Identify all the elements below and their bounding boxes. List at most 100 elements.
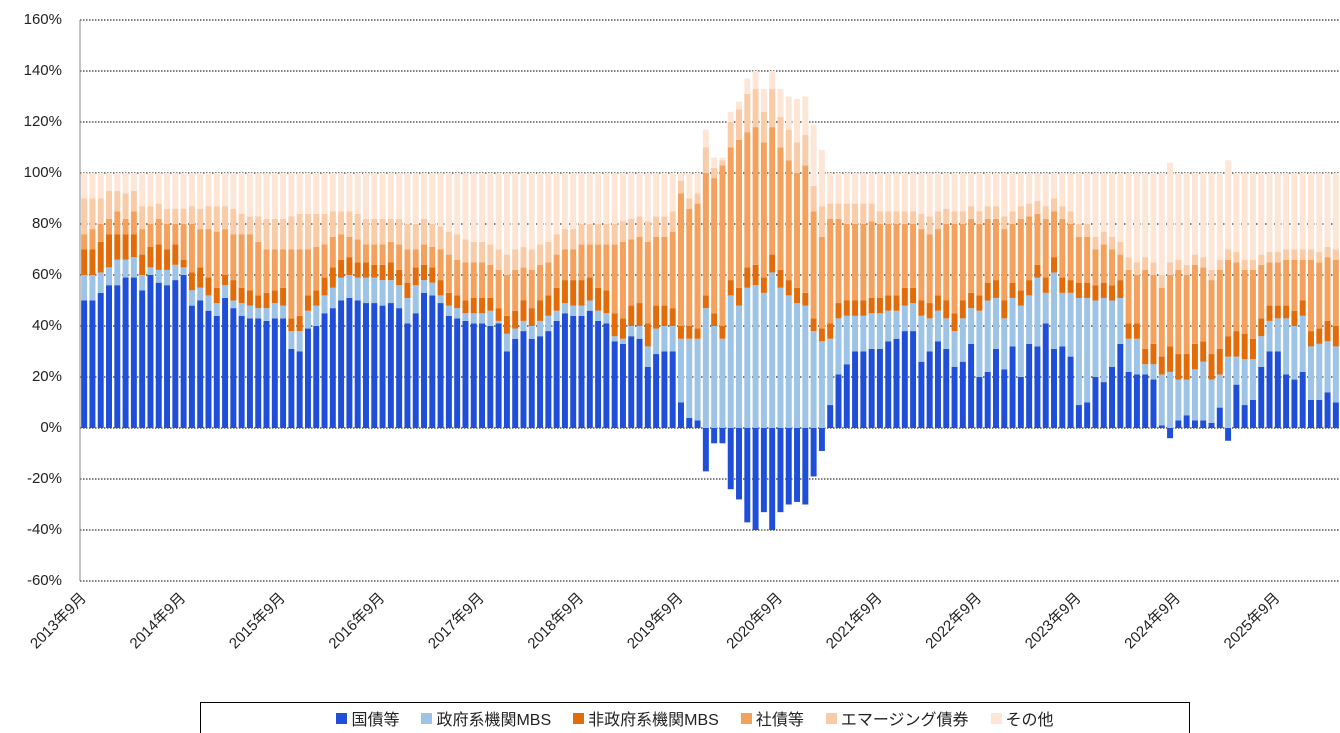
- bar-segment: [893, 211, 900, 224]
- bar-segment: [246, 290, 253, 306]
- bar-segment: [246, 173, 253, 217]
- bar-segment: [736, 109, 742, 140]
- bar-segment: [1258, 254, 1265, 265]
- bar-segment: [578, 173, 585, 224]
- bar-segment: [893, 173, 900, 212]
- bar-segment: [1092, 285, 1099, 301]
- bar-segment: [528, 326, 535, 339]
- bar-segment: [603, 224, 610, 245]
- bar-segment: [1034, 173, 1041, 202]
- bar-segment: [445, 254, 452, 293]
- bar-segment: [437, 173, 444, 227]
- bar-segment: [172, 244, 179, 265]
- bar-segment: [445, 315, 452, 428]
- bar-segment: [744, 267, 751, 288]
- bar-segment: [777, 147, 784, 270]
- bar-segment: [396, 218, 403, 245]
- bar-segment: [1299, 173, 1306, 250]
- bar-segment: [1200, 173, 1207, 258]
- y-tick-label: 100%: [24, 164, 62, 181]
- bar-segment: [1316, 262, 1323, 329]
- bar-segment: [1100, 244, 1107, 283]
- bar-segment: [296, 173, 303, 214]
- bar-segment: [951, 331, 958, 367]
- bar-segment: [653, 173, 660, 217]
- bar-segment: [736, 305, 742, 428]
- bar-segment: [794, 142, 801, 173]
- bar-segment: [1316, 173, 1323, 253]
- bar-segment: [727, 295, 734, 428]
- bar-segment: [1009, 173, 1016, 212]
- bar-segment: [619, 338, 626, 344]
- x-tick-label: 2023年9月: [1022, 590, 1085, 653]
- bar-segment: [1283, 305, 1290, 319]
- bar-segment: [487, 244, 494, 265]
- bar-segment: [1067, 211, 1074, 224]
- bar-segment: [1316, 252, 1323, 263]
- bar-segment: [321, 213, 328, 245]
- bar-segment: [429, 295, 436, 428]
- bar-segment: [628, 305, 635, 326]
- bar-segment: [387, 280, 394, 304]
- bar-segment: [1316, 328, 1323, 344]
- bar-segment: [752, 88, 759, 128]
- bar-segment: [959, 300, 966, 319]
- bar-segment: [1084, 282, 1091, 298]
- bar-segment: [354, 213, 361, 240]
- bar-segment: [222, 285, 229, 298]
- legend-swatch: [573, 712, 585, 724]
- bar-segment: [719, 160, 726, 166]
- bar-segment: [918, 300, 925, 316]
- bar-segment: [1175, 420, 1182, 428]
- bar-segment: [910, 211, 917, 224]
- bar-segment: [1042, 206, 1049, 219]
- bar-segment: [843, 173, 850, 204]
- bar-segment: [363, 218, 369, 245]
- bar-segment: [329, 211, 336, 237]
- bar-segment: [910, 173, 917, 212]
- bar-segment: [777, 287, 784, 428]
- bar-segment: [263, 218, 270, 250]
- bar-segment: [619, 343, 626, 428]
- bar-segment: [661, 216, 668, 237]
- bar-segment: [1009, 211, 1016, 224]
- bar-segment: [338, 234, 345, 260]
- bar-segment: [429, 173, 436, 224]
- bar-segment: [769, 254, 776, 273]
- bar-segment: [586, 244, 593, 278]
- bar-segment: [1059, 277, 1066, 293]
- bar-segment: [686, 198, 693, 209]
- bar-segment: [619, 221, 626, 242]
- bar-segment: [1117, 280, 1124, 298]
- bar-segment: [412, 173, 419, 224]
- bar-segment: [603, 323, 610, 428]
- bar-segment: [81, 275, 88, 301]
- bar-segment: [271, 290, 278, 304]
- bar-segment: [736, 428, 742, 500]
- bar-segment: [1133, 374, 1140, 428]
- bar-segment: [578, 224, 585, 245]
- bar-segment: [238, 287, 245, 304]
- bar-segment: [172, 224, 179, 245]
- bar-segment: [1225, 428, 1232, 441]
- bar-segment: [736, 139, 742, 288]
- bar-segment: [860, 315, 867, 352]
- bar-segment: [760, 292, 767, 428]
- bar-segment: [520, 246, 527, 268]
- bar-segment: [1109, 173, 1116, 237]
- bar-segment: [918, 315, 925, 362]
- bar-segment: [545, 295, 552, 316]
- bar-segment: [1266, 173, 1273, 253]
- bar-segment: [727, 280, 734, 296]
- bar-segment: [744, 78, 751, 94]
- bar-segment: [1167, 371, 1174, 428]
- y-tick-label: 80%: [32, 215, 62, 232]
- bar-segment: [114, 285, 121, 428]
- bar-segment: [180, 267, 187, 275]
- bar-segment: [495, 320, 502, 324]
- bar-segment: [97, 241, 104, 273]
- bar-segment: [1017, 206, 1024, 219]
- bar-segment: [910, 303, 917, 332]
- bar-segment: [1241, 405, 1248, 428]
- bar-segment: [653, 216, 660, 237]
